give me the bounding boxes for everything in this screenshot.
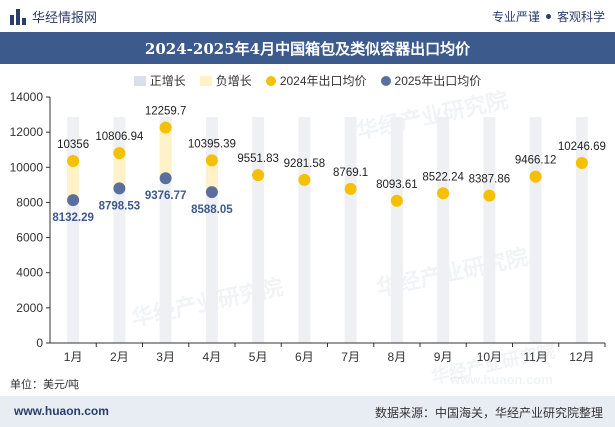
- y-tick-label: 10000: [10, 160, 44, 174]
- y-tick-label: 0: [36, 336, 43, 350]
- data-label-2024: 8387.86: [469, 174, 511, 186]
- legend-label-2025: 2025年出口均价: [394, 74, 482, 88]
- chart-title-text: 2024-2025年4月中国箱包及类似容器出口均价: [144, 39, 471, 58]
- brand-logo-icon: [10, 8, 26, 25]
- legend: 正增长 负增长 2024年出口均价 2025年出口均价: [0, 72, 615, 89]
- point-2024: [390, 194, 403, 207]
- column-band: [575, 117, 588, 343]
- slogan-right: 客观科学: [556, 10, 605, 24]
- y-tick-label: 14000: [10, 90, 44, 104]
- data-label-2024: 12259.7: [145, 106, 187, 118]
- growth-band: [113, 153, 126, 189]
- legend-item-2025: 2025年出口均价: [380, 72, 482, 89]
- y-tick-label: 4000: [16, 266, 43, 280]
- x-tick-label: 12月: [569, 350, 594, 364]
- data-label-2025: 8798.53: [99, 200, 141, 212]
- x-tick-label: 10月: [477, 350, 502, 364]
- x-tick-label: 3月: [156, 350, 175, 364]
- point-2024: [252, 169, 265, 182]
- footer-website: www.huaon.com: [14, 404, 109, 418]
- y-tick-label: 2000: [16, 301, 43, 315]
- x-tick-label: 1月: [64, 350, 83, 364]
- legend-swatch-2024: [265, 75, 276, 86]
- growth-band: [67, 161, 80, 201]
- y-tick-label: 6000: [16, 231, 43, 245]
- legend-item-negative: 负增长: [199, 72, 252, 89]
- x-tick-label: 8月: [388, 350, 407, 364]
- x-tick-label: 2月: [110, 350, 129, 364]
- legend-label-negative: 负增长: [215, 74, 252, 88]
- data-label-2025: 9376.77: [145, 190, 187, 202]
- x-tick-label: 4月: [203, 350, 222, 364]
- watermark-url: www.huaon.com: [450, 372, 553, 387]
- point-2025: [159, 172, 172, 185]
- top-bar: 华经情报网 专业严谨 客观科学: [0, 0, 615, 32]
- growth-band: [159, 127, 172, 179]
- data-label-2025: 8132.29: [52, 212, 94, 224]
- x-tick-label: 9月: [434, 350, 453, 364]
- point-2024: [67, 155, 80, 168]
- point-2024: [437, 187, 450, 200]
- column-band: [437, 117, 450, 343]
- growth-band: [205, 160, 218, 193]
- point-2024: [113, 147, 126, 160]
- unit-label: 单位：美元/吨: [10, 379, 80, 391]
- point-2025: [67, 194, 80, 207]
- data-label-2025: 8588.05: [191, 204, 233, 216]
- legend-label-positive: 正增长: [149, 74, 186, 88]
- column-band: [252, 117, 265, 343]
- point-2024: [344, 182, 357, 195]
- data-label-2024: 10806.94: [95, 131, 144, 143]
- column-band: [390, 117, 403, 343]
- slogan-dot-icon: [545, 14, 551, 19]
- column-band: [298, 117, 311, 343]
- legend-item-positive: 正增长: [133, 72, 186, 89]
- x-tick-label: 6月: [295, 350, 314, 364]
- data-label-2024: 10356: [57, 139, 89, 151]
- data-label-2024: 8769.1: [333, 167, 368, 179]
- brand: 华经情报网: [10, 7, 97, 26]
- column-band: [344, 117, 357, 343]
- legend-item-2024: 2024年出口均价: [265, 72, 367, 89]
- data-label-2024: 9466.12: [515, 155, 557, 167]
- point-2025: [205, 186, 218, 199]
- data-label-2024: 9551.83: [237, 153, 279, 165]
- data-label-2024: 10246.69: [558, 141, 606, 153]
- legend-swatch-positive: [133, 75, 146, 86]
- legend-swatch-2025: [380, 75, 391, 86]
- x-tick-label: 7月: [341, 350, 360, 364]
- legend-label-2024: 2024年出口均价: [279, 74, 367, 88]
- point-2024: [159, 121, 172, 134]
- column-band: [205, 117, 218, 343]
- slogan-left: 专业严谨: [491, 10, 540, 24]
- legend-swatch-negative: [199, 75, 212, 86]
- column-band: [529, 117, 542, 343]
- point-2024: [298, 173, 311, 186]
- data-label-2024: 8522.24: [422, 171, 464, 183]
- brand-name: 华经情报网: [32, 10, 98, 25]
- footer: www.huaon.com 数据来源：中国海关，华经产业研究院整理: [0, 396, 615, 427]
- data-label-2024: 8093.61: [376, 179, 418, 191]
- column-band: [483, 117, 496, 343]
- point-2024: [483, 189, 496, 202]
- chart-title: 2024-2025年4月中国箱包及类似容器出口均价: [0, 32, 615, 64]
- slogan: 专业严谨 客观科学: [492, 8, 605, 25]
- point-2024: [529, 170, 542, 183]
- y-tick-label: 12000: [10, 125, 44, 139]
- data-label-2024: 9281.58: [284, 158, 326, 170]
- x-tick-label: 11月: [523, 350, 547, 364]
- data-label-2024: 10395.39: [188, 138, 236, 150]
- point-2024: [575, 156, 588, 169]
- x-tick-label: 5月: [249, 350, 268, 364]
- point-2024: [205, 154, 218, 167]
- point-2025: [113, 182, 126, 195]
- footer-source: 数据来源：中国海关，华经产业研究院整理: [374, 406, 603, 420]
- y-tick-label: 8000: [16, 195, 43, 209]
